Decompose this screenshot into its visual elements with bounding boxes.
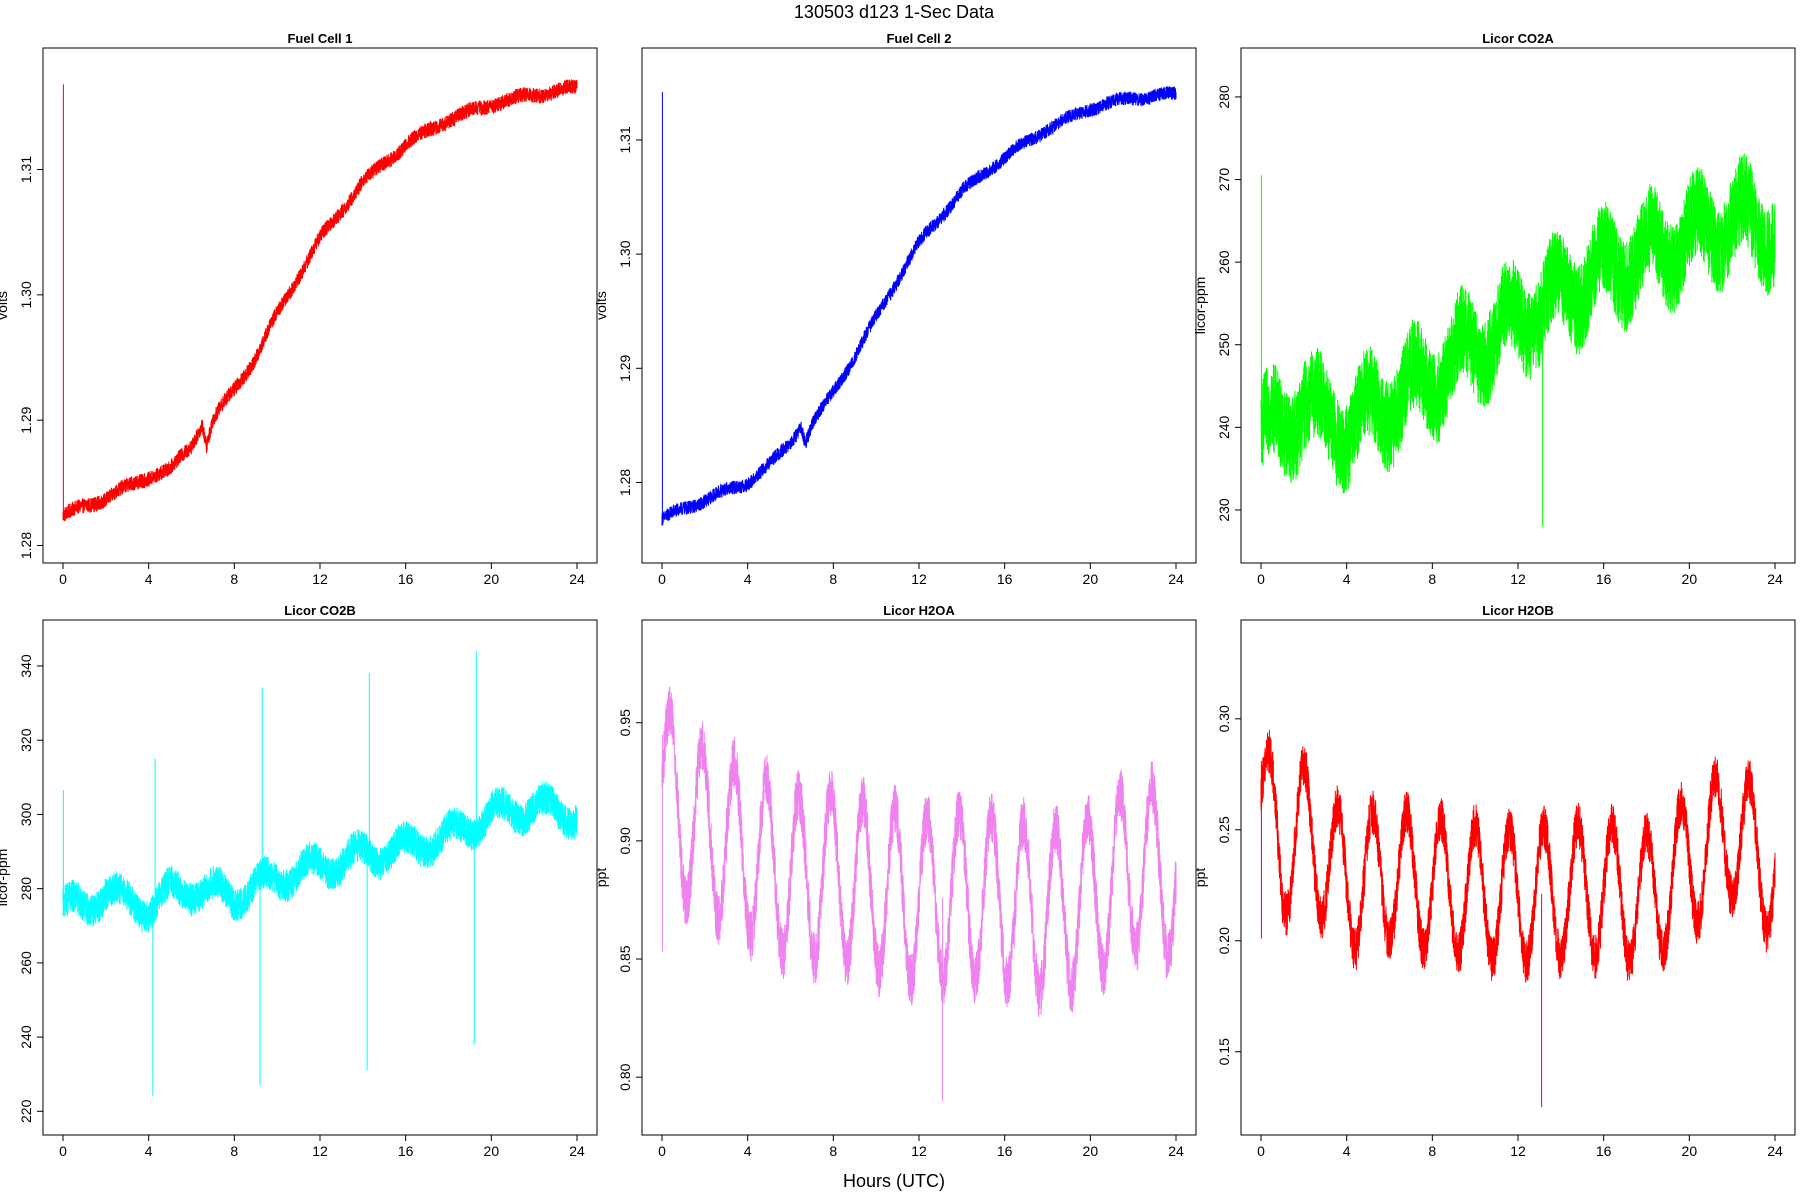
y-tick-label: 340 [18,654,34,678]
x-tick-label: 0 [59,1143,67,1159]
x-tick-label: 20 [484,571,500,587]
y-tick-label: 0.80 [617,1063,633,1090]
x-tick-label: 0 [658,1143,666,1159]
x-tick-label: 8 [829,1143,837,1159]
y-tick-label: 230 [1216,498,1232,522]
panel-title: Licor H2OA [883,603,955,618]
y-tick-label: 240 [18,1025,34,1049]
x-tick-label: 4 [1343,571,1351,587]
y-tick-label: 0.90 [617,827,633,854]
series-line [1260,729,1776,1108]
x-tick-label: 24 [1767,1143,1783,1159]
x-tick-label: 4 [744,1143,752,1159]
x-tick-label: 16 [1596,1143,1612,1159]
y-tick-label: 1.31 [617,126,633,153]
x-tick-label: 24 [569,571,585,587]
x-tick-label: 4 [145,571,153,587]
chart-panel: Licor CO2A licor-ppm 0 4 8 12 16 20 24 230 240 250 2… [1192,31,1796,587]
panel-title: Fuel Cell 1 [287,31,352,46]
y-tick-label: 240 [1216,415,1232,439]
y-tick-label: 1.30 [617,240,633,267]
y-axis-label: volts [0,291,10,320]
y-tick-label: 0.15 [1216,1038,1232,1065]
y-tick-label: 1.30 [18,281,34,308]
figure-title: 130503 d123 1-Sec Data [794,2,995,22]
series-line [661,86,1177,526]
panel-title: Licor CO2B [284,603,356,618]
y-tick-label: 0.30 [1216,705,1232,732]
x-tick-label: 12 [911,571,927,587]
y-tick-label: 1.29 [18,406,34,433]
chart-panel: Fuel Cell 2 volts 0 4 8 12 16 20 24 1.28 1.29 1.30 1… [593,31,1197,587]
x-tick-label: 12 [1510,571,1526,587]
panel-title: Fuel Cell 2 [886,31,951,46]
chart-panel: Licor CO2B licor-ppm 0 4 8 12 16 20 24 220 240 260 2… [0,603,598,1159]
x-tick-label: 20 [1682,1143,1698,1159]
x-tick-label: 16 [398,1143,414,1159]
figure-xlabel: Hours (UTC) [843,1171,945,1191]
x-tick-label: 0 [59,571,67,587]
y-axis-label: volts [593,291,609,320]
y-tick-label: 1.29 [617,354,633,381]
x-tick-label: 8 [1428,571,1436,587]
chart-panel: Licor H2OA ppt 0 4 8 12 16 20 24 0.80 0.85 0.90 0.95 [593,603,1197,1159]
y-tick-label: 250 [1216,333,1232,357]
x-tick-label: 0 [1257,571,1265,587]
series-line [661,686,1177,1101]
y-tick-label: 1.31 [18,156,34,183]
y-tick-label: 320 [18,728,34,752]
x-tick-label: 8 [230,571,238,587]
x-tick-label: 16 [398,571,414,587]
x-tick-label: 8 [829,571,837,587]
y-tick-label: 300 [18,803,34,827]
x-tick-label: 8 [230,1143,238,1159]
y-axis-label: ppt [1192,868,1208,888]
chart-panel: Licor H2OB ppt 0 4 8 12 16 20 24 0.15 0.20 0.25 0.30 [1192,603,1796,1159]
x-tick-label: 20 [1083,571,1099,587]
series-line [62,651,578,1097]
y-axis-label: licor-ppm [1192,277,1208,335]
y-tick-label: 260 [1216,250,1232,274]
y-tick-label: 220 [18,1099,34,1123]
y-tick-label: 280 [1216,85,1232,109]
x-tick-label: 4 [1343,1143,1351,1159]
x-tick-label: 16 [997,571,1013,587]
x-tick-label: 24 [569,1143,585,1159]
series-line [1260,153,1776,527]
x-tick-label: 24 [1168,1143,1184,1159]
y-axis-label: ppt [593,868,609,888]
x-tick-label: 12 [911,1143,927,1159]
x-tick-label: 20 [1083,1143,1099,1159]
x-tick-label: 20 [484,1143,500,1159]
x-tick-label: 24 [1767,571,1783,587]
x-tick-label: 0 [658,571,666,587]
x-tick-label: 16 [997,1143,1013,1159]
panel-title: Licor CO2A [1482,31,1554,46]
x-tick-label: 4 [145,1143,153,1159]
panels: Fuel Cell 1 volts 0 4 8 12 16 20 24 1.28 1.29 1.30 1… [0,31,1796,1159]
y-tick-label: 0.95 [617,709,633,736]
y-axis-label: licor-ppm [0,849,10,907]
x-tick-label: 24 [1168,571,1184,587]
y-tick-label: 1.28 [617,469,633,496]
x-tick-label: 0 [1257,1143,1265,1159]
x-tick-label: 4 [744,571,752,587]
series-line [62,79,578,522]
y-tick-label: 0.85 [617,945,633,972]
x-tick-label: 8 [1428,1143,1436,1159]
x-tick-label: 12 [312,571,328,587]
y-tick-label: 0.20 [1216,927,1232,954]
x-tick-label: 16 [1596,571,1612,587]
y-tick-label: 270 [1216,168,1232,192]
panel-title: Licor H2OB [1482,603,1554,618]
y-tick-label: 0.25 [1216,816,1232,843]
y-tick-label: 280 [18,877,34,901]
x-tick-label: 20 [1682,571,1698,587]
x-tick-label: 12 [1510,1143,1526,1159]
chart-panel: Fuel Cell 1 volts 0 4 8 12 16 20 24 1.28 1.29 1.30 1… [0,31,598,587]
y-tick-label: 260 [18,951,34,975]
x-tick-label: 12 [312,1143,328,1159]
y-tick-label: 1.28 [18,532,34,559]
